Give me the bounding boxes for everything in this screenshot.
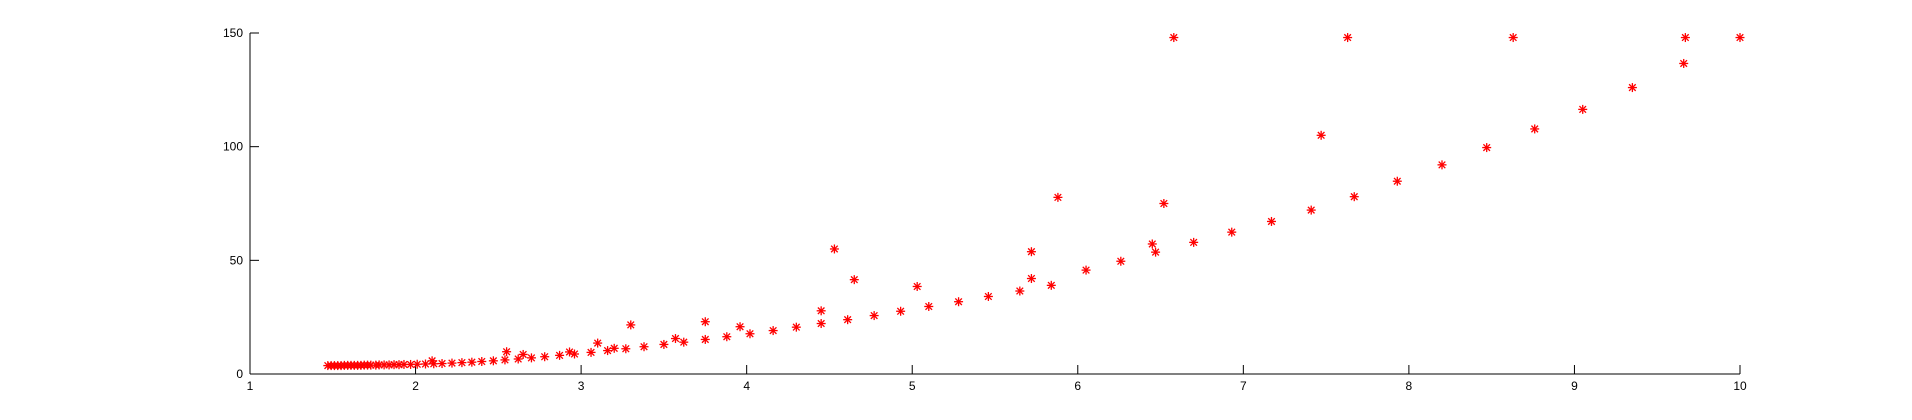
data-point <box>540 352 550 362</box>
data-point <box>679 337 689 347</box>
data-point <box>626 320 636 330</box>
data-point <box>816 306 826 316</box>
data-point <box>1266 216 1276 226</box>
data-point <box>447 358 457 368</box>
data-point <box>659 339 669 349</box>
data-point <box>518 349 528 359</box>
x-tick-label: 5 <box>909 379 916 393</box>
data-point <box>1482 143 1492 153</box>
y-tick-label: 50 <box>230 253 244 267</box>
data-point <box>603 346 613 356</box>
data-point <box>745 329 755 339</box>
data-point <box>621 344 631 354</box>
data-point <box>427 356 437 366</box>
x-tick-label: 4 <box>743 379 750 393</box>
data-point <box>700 317 710 327</box>
data-point <box>467 357 477 367</box>
data-point <box>1227 227 1237 237</box>
x-tick-label: 7 <box>1240 379 1247 393</box>
data-point <box>1046 280 1056 290</box>
data-point <box>1169 33 1179 43</box>
data-point <box>1316 130 1326 140</box>
data-point <box>1680 33 1690 43</box>
y-tick-label: 100 <box>223 140 243 154</box>
data-point <box>1343 33 1353 43</box>
data-point <box>1026 274 1036 284</box>
data-point <box>735 322 745 332</box>
data-point <box>869 311 879 321</box>
data-point <box>457 358 467 368</box>
data-point <box>639 342 649 352</box>
data-point <box>555 350 565 360</box>
data-point <box>1151 247 1161 257</box>
data-point <box>1679 58 1689 68</box>
data-point <box>565 347 575 357</box>
data-point <box>791 322 801 332</box>
data-point <box>406 359 416 369</box>
data-point <box>1081 265 1091 275</box>
y-tick-label: 150 <box>223 26 243 40</box>
data-point <box>924 301 934 311</box>
data-point <box>1189 237 1199 247</box>
data-point <box>1578 104 1588 114</box>
data-point <box>1306 205 1316 215</box>
data-point <box>1147 239 1157 249</box>
data-point <box>816 319 826 329</box>
data-point <box>843 315 853 325</box>
data-point <box>1530 124 1540 134</box>
x-tick-label: 8 <box>1406 379 1413 393</box>
data-point <box>502 347 512 357</box>
data-point <box>437 359 447 369</box>
data-point <box>586 347 596 357</box>
data-point <box>412 359 422 369</box>
data-point <box>1437 160 1447 170</box>
axis-ticks <box>249 32 1741 375</box>
data-point <box>1116 256 1126 266</box>
data-point <box>912 281 922 291</box>
data-point <box>1159 199 1169 208</box>
data-point <box>420 359 430 369</box>
data-point <box>829 244 839 254</box>
data-point <box>849 275 859 285</box>
data-point <box>983 291 993 301</box>
x-tick-label: 2 <box>412 379 419 393</box>
axes <box>249 33 1740 375</box>
x-tick-label: 9 <box>1571 379 1578 393</box>
data-point <box>1392 176 1402 186</box>
data-point <box>500 355 510 365</box>
data-point <box>1508 33 1518 43</box>
data-point <box>1053 192 1063 202</box>
x-tick-label: 1 <box>247 379 254 393</box>
data-point <box>954 297 964 307</box>
data-point <box>700 334 710 344</box>
data-point <box>1015 286 1025 296</box>
x-tick-label: 6 <box>1074 379 1081 393</box>
x-tick-label: 3 <box>578 379 585 393</box>
data-point <box>1627 83 1637 93</box>
x-tick-label: 10 <box>1733 379 1747 393</box>
data-point <box>722 332 732 342</box>
data-point <box>768 326 778 336</box>
data-point <box>896 306 906 316</box>
data-point <box>477 356 487 366</box>
data-point <box>670 334 680 344</box>
data-point <box>1026 247 1036 257</box>
data-point <box>593 338 603 348</box>
data-point <box>609 343 619 353</box>
data-point <box>1349 192 1359 202</box>
data-point <box>526 353 536 363</box>
data-point <box>488 356 498 366</box>
data-point <box>1735 33 1745 43</box>
data-points <box>323 33 1745 371</box>
y-tick-label: 0 <box>236 367 243 381</box>
